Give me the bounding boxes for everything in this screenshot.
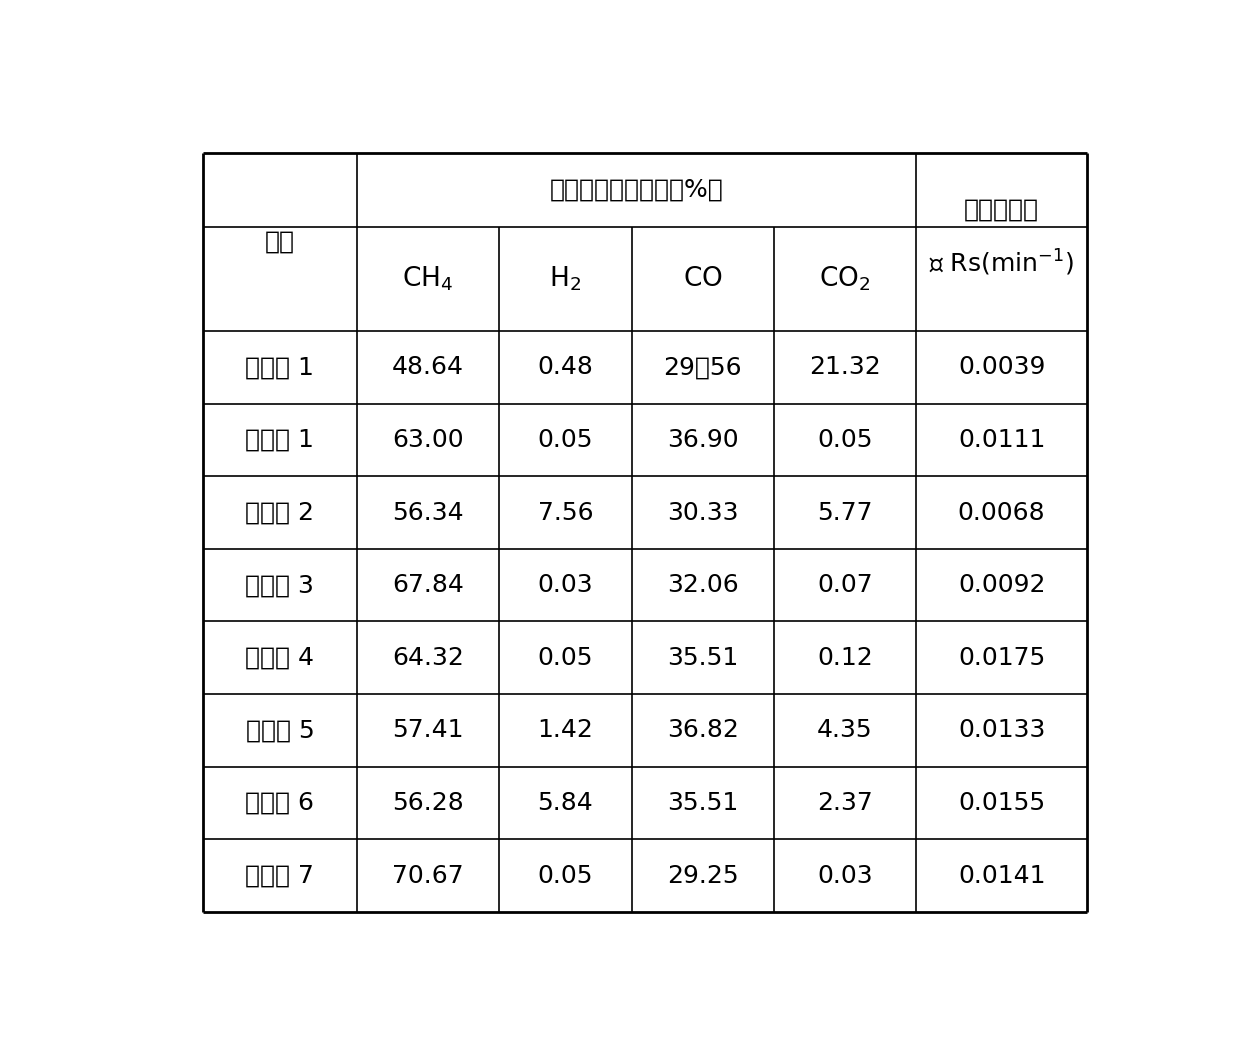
Text: 0.05: 0.05 [538, 428, 593, 452]
Text: 0.48: 0.48 [537, 355, 593, 379]
Text: 实施例 4: 实施例 4 [246, 645, 315, 669]
Text: $\mathrm{CO_2}$: $\mathrm{CO_2}$ [820, 264, 870, 294]
Text: 64.32: 64.32 [392, 645, 464, 669]
Text: 实施例 6: 实施例 6 [246, 791, 315, 815]
Text: 0.03: 0.03 [817, 864, 873, 888]
Text: 56.28: 56.28 [392, 791, 464, 815]
Text: 4.35: 4.35 [817, 718, 873, 742]
Text: 0.07: 0.07 [817, 574, 873, 598]
Text: 0.0133: 0.0133 [959, 718, 1045, 742]
Text: 36.90: 36.90 [667, 428, 739, 452]
Text: 29．56: 29．56 [663, 355, 742, 379]
Text: 56.34: 56.34 [392, 501, 464, 525]
Text: 0.0092: 0.0092 [957, 574, 1045, 598]
Text: 实施例 2: 实施例 2 [246, 501, 315, 525]
Text: 7.56: 7.56 [537, 501, 593, 525]
Text: 0.0039: 0.0039 [959, 355, 1045, 379]
Text: 0.05: 0.05 [538, 864, 593, 888]
Text: 29.25: 29.25 [667, 864, 739, 888]
Text: 70.67: 70.67 [392, 864, 464, 888]
Text: 2.37: 2.37 [817, 791, 873, 815]
Text: 36.82: 36.82 [667, 718, 739, 742]
Text: 67.84: 67.84 [392, 574, 464, 598]
Text: 35.51: 35.51 [667, 791, 738, 815]
Text: 实施例 1: 实施例 1 [246, 428, 315, 452]
Text: 实施例 3: 实施例 3 [246, 574, 315, 598]
Text: 0.0141: 0.0141 [957, 864, 1045, 888]
Text: 0.05: 0.05 [817, 428, 873, 452]
Text: 0.0175: 0.0175 [959, 645, 1045, 669]
Text: 名称: 名称 [265, 230, 295, 254]
Text: 0.03: 0.03 [537, 574, 593, 598]
Text: 35.51: 35.51 [667, 645, 738, 669]
Text: 0.0111: 0.0111 [959, 428, 1045, 452]
Text: 5.77: 5.77 [817, 501, 873, 525]
Text: 对比例 1: 对比例 1 [246, 355, 315, 379]
Text: 1.42: 1.42 [537, 718, 593, 742]
Text: 0.05: 0.05 [538, 645, 593, 669]
Text: 30.33: 30.33 [667, 501, 739, 525]
Text: 0.12: 0.12 [817, 645, 873, 669]
Text: $\mathrm{CH_4}$: $\mathrm{CH_4}$ [402, 264, 454, 294]
Text: $\mathrm{CO}$: $\mathrm{CO}$ [683, 265, 723, 291]
Text: 实施例 7: 实施例 7 [246, 864, 315, 888]
Text: $\mathrm{H_2}$: $\mathrm{H_2}$ [549, 264, 582, 294]
Text: 5.84: 5.84 [537, 791, 593, 815]
Text: 48.64: 48.64 [392, 355, 464, 379]
Text: 32.06: 32.06 [667, 574, 739, 598]
Text: 各个气体组分含量（%）: 各个气体组分含量（%） [549, 178, 723, 202]
Text: 0.0155: 0.0155 [959, 791, 1045, 815]
Text: 21.32: 21.32 [810, 355, 880, 379]
Text: 平均反应速: 平均反应速 [965, 198, 1039, 222]
Text: 63.00: 63.00 [392, 428, 464, 452]
Text: 0.0068: 0.0068 [957, 501, 1045, 525]
Text: 57.41: 57.41 [392, 718, 464, 742]
Text: 实施例 5: 实施例 5 [246, 718, 314, 742]
Text: 率 Rs(min$^{-1}$): 率 Rs(min$^{-1}$) [929, 248, 1074, 278]
